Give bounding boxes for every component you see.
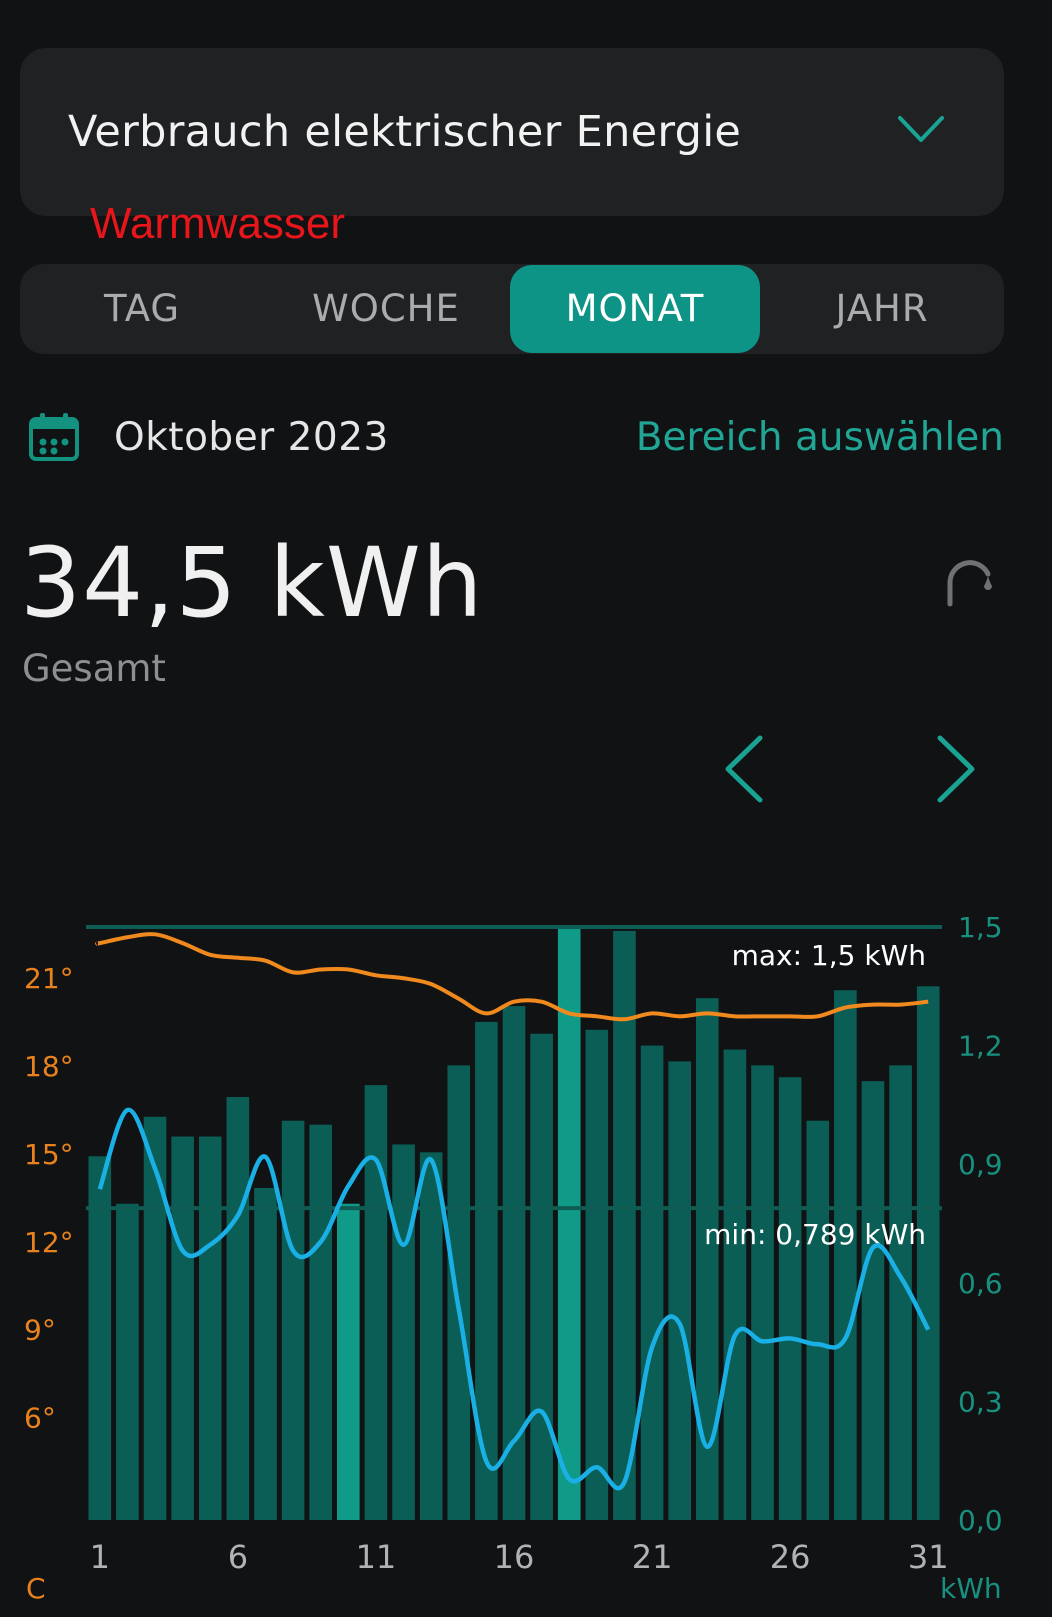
y-right-tick-label: 0,6 [958,1267,1003,1300]
chart-bar [834,990,857,1520]
y-left-unit-label: C [26,1572,46,1605]
min-label: min: 0,789 kWh [704,1218,926,1251]
chart-bar [198,1136,222,1520]
chart-bar [557,927,581,1520]
chart-bar [226,1096,250,1520]
chart-bar [695,998,719,1520]
y-right-tick-label: 1,5 [958,911,1003,944]
chart-bar [254,1187,277,1520]
chevron-right-icon[interactable] [934,734,978,804]
energy-type-dropdown[interactable]: Verbrauch elektrischer Energie [20,48,1004,216]
chevron-down-icon[interactable] [896,114,946,146]
y-left-tick-label: 15° [24,1138,74,1171]
x-tick-label: 16 [494,1538,535,1576]
select-range-link[interactable]: Bereich auswählen [635,415,1004,460]
chart-bar [337,1203,360,1520]
chart-bar [447,1065,471,1520]
total-value: 34,5 kWh [20,527,484,639]
tab-tag[interactable]: TAG [103,287,181,330]
chart-bar [392,1144,415,1520]
tab-jahr[interactable]: JAHR [835,287,929,330]
y-left-tick-label: 12° [24,1226,74,1259]
y-left-tick-label: 18° [24,1050,74,1083]
gauge-icon[interactable] [944,556,996,608]
chart-bar [281,1120,305,1520]
y-right-tick-label: 0,0 [958,1504,1003,1537]
y-left-tick-label: 9° [24,1314,56,1347]
chart-bar [88,1156,112,1520]
y-right-tick-label: 0,3 [958,1385,1003,1418]
x-tick-label: 21 [632,1538,673,1576]
x-tick-label: 6 [228,1538,248,1576]
chart-bar [143,1116,167,1520]
chart-bar [613,930,636,1520]
chart-bar [640,1045,664,1520]
chart-bar [778,1077,802,1520]
y-right-tick-label: 0,9 [958,1148,1003,1181]
chart-bar [502,1006,526,1520]
chart-bar [916,986,940,1520]
x-tick-label: 1 [90,1538,110,1576]
chart-bar [585,1029,609,1520]
chart-bar [475,1021,498,1520]
chart-bar [419,1152,443,1520]
chart-bar [171,1136,194,1520]
chart-bar [309,1124,333,1520]
x-tick-label: 26 [770,1538,811,1576]
period-tabs: TAG WOCHE MONAT JAHR [20,264,1004,354]
period-label: Oktober 2023 [114,415,389,460]
tab-monat[interactable]: MONAT [510,265,760,353]
annotation-label: Warmwasser [90,199,346,248]
chart-bar [530,1033,553,1520]
water-temperature-line [95,932,929,1022]
y-right-unit-label: kWh [940,1572,1002,1605]
tab-woche[interactable]: WOCHE [312,287,460,330]
chart-bar [751,1065,774,1520]
chevron-left-icon[interactable] [722,734,766,804]
consumption-chart: max: 1,5 kWh min: 0,789 kWh 6° 9° 12° 15° 18°… [24,911,1003,1605]
chart-bar [723,1049,747,1520]
total-label: Gesamt [22,647,166,690]
y-right-tick-label: 1,2 [958,1030,1003,1063]
max-label: max: 1,5 kWh [732,939,926,972]
calendar-icon[interactable] [28,412,80,462]
chart-bar [861,1081,885,1520]
y-left-tick-label: 6° [24,1402,56,1435]
x-tick-label: 11 [356,1538,397,1576]
dropdown-title: Verbrauch elektrischer Energie [68,107,742,157]
outdoor-temperature-line [97,1107,931,1491]
chart-bar [806,1120,830,1520]
chart-bar [668,1061,691,1520]
chart-bar [364,1085,388,1520]
x-tick-label: 31 [908,1538,949,1576]
y-left-tick-label: 21° [24,962,74,995]
chart-bar [116,1203,139,1520]
chart-bar [889,1065,912,1520]
